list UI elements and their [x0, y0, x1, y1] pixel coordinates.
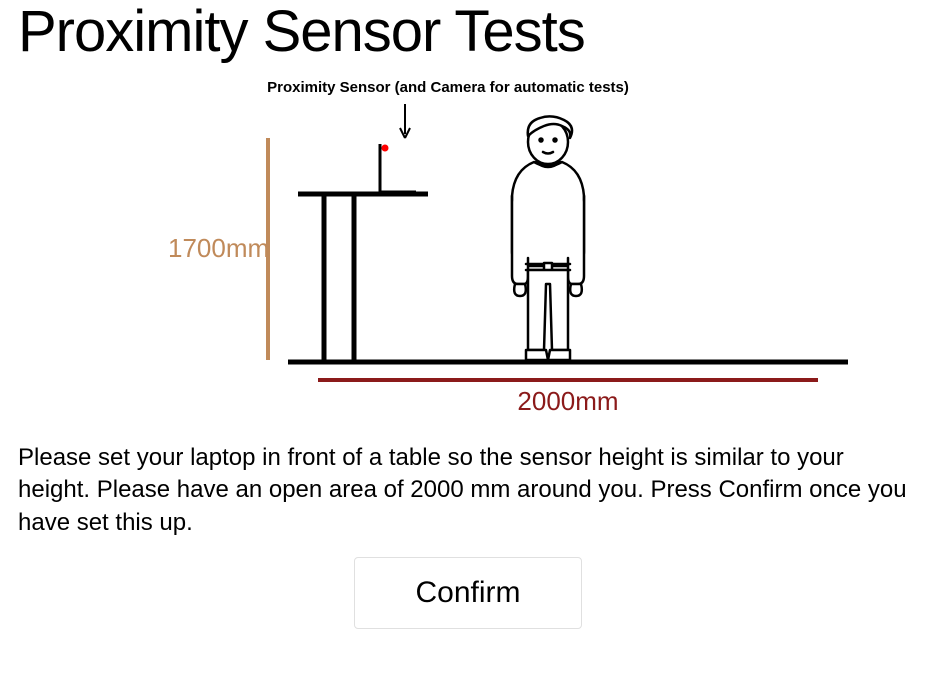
svg-text:2000mm: 2000mm — [517, 386, 618, 416]
confirm-button[interactable]: Confirm — [354, 557, 581, 629]
setup-diagram: Proximity Sensor (and Camera for automat… — [78, 72, 858, 434]
svg-text:Proximity Sensor (and Camera f: Proximity Sensor (and Camera for automat… — [267, 79, 629, 96]
svg-text:1700mm: 1700mm — [168, 233, 269, 263]
setup-instructions: Please set your laptop in front of a tab… — [18, 442, 918, 539]
page-title: Proximity Sensor Tests — [18, 0, 936, 64]
